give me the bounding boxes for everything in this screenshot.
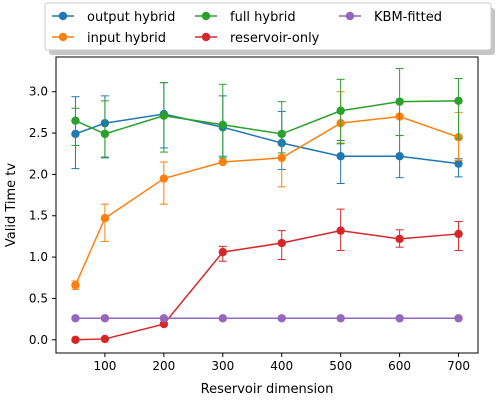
legend-label: full hybrid [230,10,296,25]
data-point [218,247,227,257]
data-point [100,129,110,139]
series-line [75,229,459,341]
x-tick-label: 200 [152,359,175,373]
legend-marker [58,11,68,21]
data-point [100,334,110,344]
legend-box [44,2,492,51]
data-point [395,234,404,244]
series-line [75,100,459,135]
y-tick-label: 1.0 [29,250,48,264]
series-kbm-fitted [71,314,463,323]
legend-label: output hybrid [87,10,175,25]
series-full-hybrid [71,68,463,159]
data-point [395,152,404,161]
data-point [454,314,463,323]
legend-marker [201,32,211,42]
series-line [74,115,459,286]
series-output-hybrid [71,82,463,185]
y-tick-label: 1.5 [29,209,48,223]
x-axis: 100 200 300 400 500 600 700 [93,353,470,373]
data-point [454,96,463,106]
x-tick-label: 400 [270,359,293,373]
data-point [159,314,169,323]
plot-marks [71,68,463,344]
data-point [277,314,286,323]
data-point [71,281,80,290]
data-point [395,314,404,323]
x-axis-label: Reservoir dimension [201,382,334,397]
y-tick-label: 0.5 [29,291,48,305]
x-tick-label: 500 [329,359,352,373]
data-point [277,238,286,248]
data-point [100,214,110,223]
legend: output hybrid input hybrid full hybrid rese… [44,2,495,55]
data-point [71,335,80,344]
data-point [336,314,345,323]
data-point [336,152,345,161]
y-axis-label: Valid Time tv [4,163,19,248]
legend-label: reservoir-only [230,31,320,46]
data-point [336,226,345,235]
data-point [277,129,286,139]
data-point [100,314,110,323]
x-tick-label: 700 [447,359,470,373]
y-tick-label: 0.0 [29,333,48,347]
data-point [218,120,227,129]
legend-marker [201,11,211,21]
y-axis: 0.0 0.5 1.0 1.5 2.0 2.5 3.0 [29,85,56,347]
data-point [159,174,169,183]
data-point [218,314,227,323]
x-tick-label: 100 [93,359,116,373]
legend-label: input hybrid [87,31,166,46]
x-tick-label: 600 [388,359,411,373]
data-point [159,111,169,120]
series-line [75,113,459,165]
data-point [71,314,80,323]
data-point [336,106,345,115]
series-input-hybrid [71,91,463,290]
data-point [454,159,463,168]
data-point [395,97,404,106]
data-point [218,157,227,167]
legend-marker [345,11,355,21]
x-tick-label: 300 [211,359,234,373]
plot-frame [55,56,479,354]
data-point [159,319,169,329]
y-tick-label: 2.0 [29,167,48,181]
data-point [277,153,286,163]
y-tick-label: 3.0 [29,85,48,99]
data-point [454,229,463,239]
data-point [71,116,80,125]
y-tick-label: 2.5 [29,126,48,140]
legend-label: KBM-fitted [374,10,442,25]
legend-marker [58,32,68,42]
series-reservoir-only [71,208,463,344]
